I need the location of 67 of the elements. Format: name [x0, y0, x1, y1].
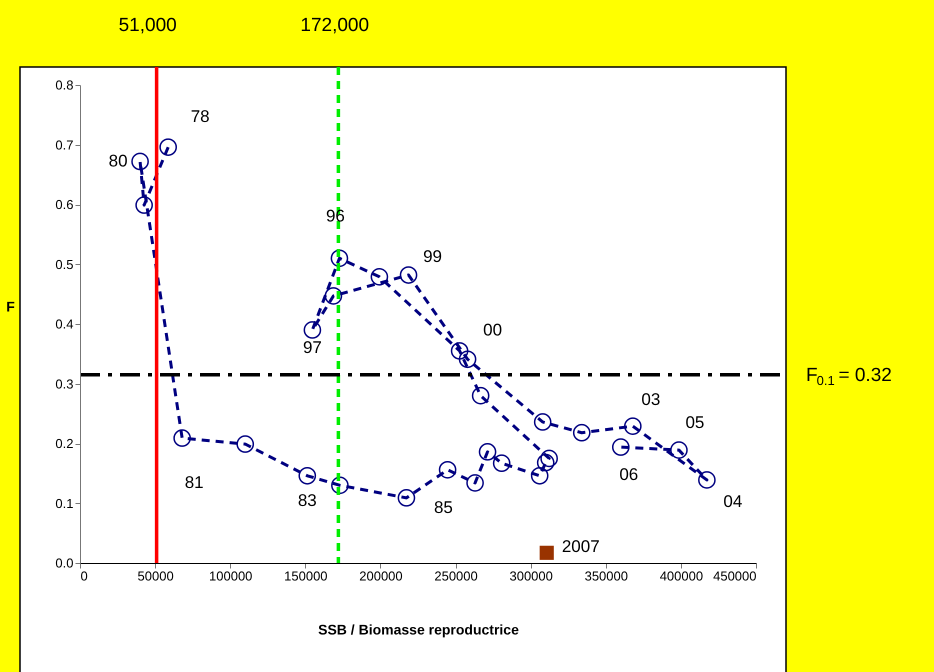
annotation: 83: [298, 490, 317, 510]
point: [450, 342, 468, 360]
point: [331, 476, 349, 494]
point: [670, 441, 688, 459]
point: [624, 417, 642, 435]
point: [540, 450, 558, 468]
x-tick-label: 50000: [138, 568, 174, 584]
point: [466, 474, 484, 492]
point: [135, 196, 153, 214]
x-tick-label: 100000: [209, 568, 252, 584]
point: [612, 438, 630, 456]
x-tick-label: 400000: [660, 568, 704, 584]
y-tick-label: 0.6: [55, 197, 74, 212]
ref-line-label: 51,000: [118, 15, 177, 36]
point: [540, 546, 554, 560]
point: [458, 350, 476, 368]
x-tick-label: 300000: [509, 568, 553, 584]
annotation: 2007: [562, 536, 600, 556]
y-tick-label: 0.4: [55, 316, 74, 332]
y-tick-label: 0.0: [55, 556, 74, 570]
point: [398, 489, 416, 507]
x-tick-label: 350000: [584, 568, 628, 584]
x-tick-label: 450000: [713, 568, 756, 584]
y-tick-label: 0.8: [55, 78, 74, 92]
x-axis-title: SSB / Biomasse reproductrice: [318, 622, 520, 638]
x-tick-label: 0: [80, 568, 88, 584]
point: [159, 138, 177, 156]
point: [572, 424, 591, 442]
annotation: 96: [326, 206, 345, 226]
x-tick-label: 150000: [284, 568, 328, 584]
y-tick-label: 0.1: [55, 496, 74, 511]
ref-line-label: 172,000: [300, 15, 370, 36]
annotation: 81: [184, 473, 204, 492]
x-tick-label: 200000: [359, 568, 403, 584]
point: [492, 454, 510, 472]
point: [236, 435, 254, 453]
point: [698, 471, 716, 489]
x-tick-label: 250000: [434, 568, 478, 584]
annotation: 04: [723, 492, 742, 511]
point: [530, 466, 548, 485]
point: [478, 443, 496, 461]
annotation: 99: [423, 247, 442, 266]
annotation: 00: [483, 320, 502, 340]
point: [173, 429, 191, 447]
point: [324, 287, 342, 305]
annotation: 06: [619, 465, 638, 484]
point: [472, 386, 490, 404]
y-tick-label: 0.2: [55, 436, 74, 451]
annotation: 97: [302, 338, 322, 357]
point: [438, 460, 456, 479]
point: [536, 454, 554, 472]
y-tick-label: 0.7: [55, 137, 74, 152]
point: [534, 413, 552, 431]
point: [304, 321, 322, 339]
annotation: 78: [190, 107, 210, 126]
annotation: 80: [108, 151, 128, 170]
annotation: 05: [685, 413, 704, 432]
annotation: 03: [641, 390, 660, 410]
y-axis-title: F: [6, 298, 16, 314]
point: [298, 466, 316, 485]
point: [370, 268, 388, 286]
point: [330, 249, 348, 268]
point: [400, 266, 418, 284]
point: [131, 152, 149, 170]
y-tick-label: 0.3: [55, 376, 74, 392]
annotation: 85: [434, 498, 453, 517]
y-tick-label: 0.5: [55, 256, 74, 272]
